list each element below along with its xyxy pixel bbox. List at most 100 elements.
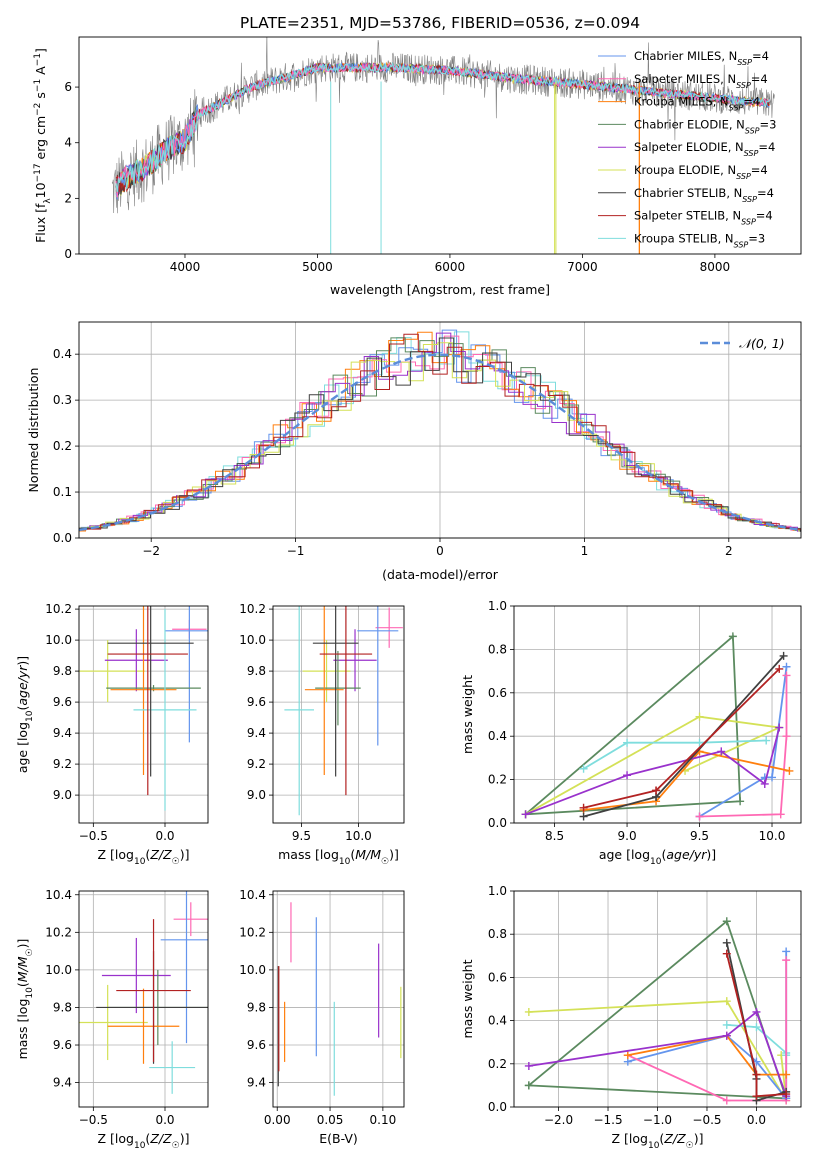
y-tick-label: 10.2 (45, 602, 72, 616)
weight-marker (768, 773, 777, 782)
y-axis-label: mass weight (460, 959, 475, 1038)
x-tick-label: −1.5 (593, 1113, 622, 1127)
weight-marker (752, 1023, 761, 1032)
weight-marker (722, 997, 731, 1006)
legend-label: Salpeter STELIB, NSSP=4 (634, 209, 773, 227)
legend-label: Kroupa ELODIE, NSSP=4 (634, 163, 768, 181)
weight-line-5 (528, 1000, 788, 1101)
y-tick-label: 9.6 (53, 695, 72, 709)
y-tick-label: 0.4 (488, 729, 507, 743)
weight-marker (782, 1070, 791, 1079)
y-tick-label: 10.0 (239, 633, 266, 647)
weight-marker (760, 779, 769, 788)
weight-line-2 (627, 1034, 787, 1076)
y-tick-label: 9.0 (53, 788, 72, 802)
y-tick-label: 6 (64, 80, 72, 94)
x-tick-label: −0.5 (79, 1113, 108, 1127)
axes-frame (513, 890, 802, 1108)
x-tick-label: 0.10 (370, 1113, 397, 1127)
weight-marker (524, 1061, 533, 1070)
x-tick-label: 2 (725, 544, 733, 558)
y-tick-label: 0.2 (53, 439, 72, 453)
x-tick-label: 6000 (435, 260, 466, 274)
weight-marker (736, 797, 745, 806)
y-tick-label: 9.4 (53, 1076, 72, 1090)
axes-frame (78, 321, 802, 539)
histogram-5 (79, 342, 801, 532)
x-tick-label: 0.0 (155, 1113, 174, 1127)
errorbars-age_vs_mass (284, 606, 403, 816)
weight-marker (782, 956, 791, 965)
axes-weight_vs_Z: −2.0 −1.5 −1.0 −0.5 0.0 0.0 0.2 0.4 0.6 0.8 1.0 (488, 884, 801, 1127)
y-tick-label: 0.1 (53, 485, 72, 499)
x-tick-label: −2.0 (544, 1113, 573, 1127)
weight-marker (579, 812, 588, 821)
legend-label: Kroupa MILES, NSSP=4 (634, 95, 760, 113)
legend-label: Chabrier STELIB, NSSP=4 (634, 186, 774, 204)
weight-marker (752, 1007, 761, 1016)
errorbars-age_vs_Z (79, 606, 208, 811)
weight-line-5 (525, 715, 783, 816)
y-tick-label: 10.4 (239, 888, 266, 902)
legend-label: Salpeter ELODIE, NSSP=4 (634, 140, 775, 158)
axes-frame (272, 890, 405, 1108)
axes-frame (78, 890, 209, 1108)
weight-marker (762, 736, 771, 745)
weight-marker (623, 738, 632, 747)
weight-marker (722, 1031, 731, 1040)
weight-marker (775, 664, 784, 673)
weight-marker (776, 810, 785, 819)
weight-line-4 (528, 1010, 788, 1097)
weight-marker (782, 947, 791, 956)
x-tick-label: 5000 (302, 260, 333, 274)
y-axis-label: mass weight (460, 675, 475, 754)
axes-frame (272, 605, 405, 824)
x-tick-label: 10.0 (759, 829, 786, 843)
y-tick-label: 9.4 (247, 726, 266, 740)
weight-marker (521, 810, 530, 819)
axes-frame (78, 36, 802, 255)
y-tick-label: 0.6 (488, 686, 507, 700)
x-tick-label: −0.5 (79, 829, 108, 843)
model-spectrum-8 (115, 61, 770, 193)
y-tick-label: 9.8 (247, 1000, 266, 1014)
weight-marker (695, 712, 704, 721)
y-tick-label: 0.2 (488, 1057, 507, 1071)
y-axis-label: Normed distribution (26, 368, 41, 493)
figure-title: PLATE=2351, MJD=53786, FIBERID=0536, z=0… (240, 14, 640, 32)
y-axis-label: mass [log10(M/M☉)] (15, 939, 35, 1060)
y-tick-label: 10.2 (239, 925, 266, 939)
weight-marker (722, 1096, 731, 1105)
x-tick-label: 9.0 (618, 829, 637, 843)
x-tick-label: 8.5 (545, 829, 564, 843)
weight-marker (785, 766, 794, 775)
x-tick-label: 0 (436, 544, 444, 558)
axes-spectrum: 4000 5000 6000 7000 8000 0 2 4 6 (64, 80, 730, 274)
x-axis-label: Z [log10(Z/Z☉)] (98, 1131, 190, 1151)
y-axis-label: Flux [fλ10−17 erg cm−2 s−1 A−1] (33, 48, 53, 243)
weight-marker (779, 651, 788, 660)
weight-marker (579, 803, 588, 812)
y-tick-label: 10.0 (239, 963, 266, 977)
y-tick-label: 1.0 (488, 599, 507, 613)
weight-line-8 (583, 739, 767, 770)
errorbars-mass_vs_Z (79, 891, 208, 1094)
x-tick-label: 4000 (170, 260, 201, 274)
histogram-0 (79, 329, 801, 532)
spectrum-legend: Chabrier MILES, NSSP=4 Salpeter MILES, NS… (598, 49, 776, 249)
weight-marker (623, 1051, 632, 1060)
x-axis-label: mass [log10(M/M☉)] (278, 847, 399, 867)
y-tick-label: 0.6 (488, 970, 507, 984)
axes-age_vs_mass: 9.5 10.0 9.0 9.2 9.4 9.6 9.8 10.0 10.2 (239, 602, 404, 843)
y-tick-label: 0.8 (488, 927, 507, 941)
y-tick-label: 0.0 (488, 1100, 507, 1114)
weight-marker (752, 1070, 761, 1079)
weight-marker (722, 949, 731, 958)
axes-age_vs_Z: −0.5 0.0 9.0 9.2 9.4 9.6 9.8 10.0 10.2 (45, 602, 208, 843)
weight-marker (695, 812, 704, 821)
axes-mass_vs_EBV: 0.00 0.05 0.10 9.4 9.6 9.8 10.0 10.2 10.4 (239, 888, 404, 1127)
y-tick-label: 9.4 (247, 1076, 266, 1090)
x-tick-label: 10.0 (345, 829, 372, 843)
weight-line-7 (725, 953, 787, 1098)
weight-marker (752, 1092, 761, 1101)
